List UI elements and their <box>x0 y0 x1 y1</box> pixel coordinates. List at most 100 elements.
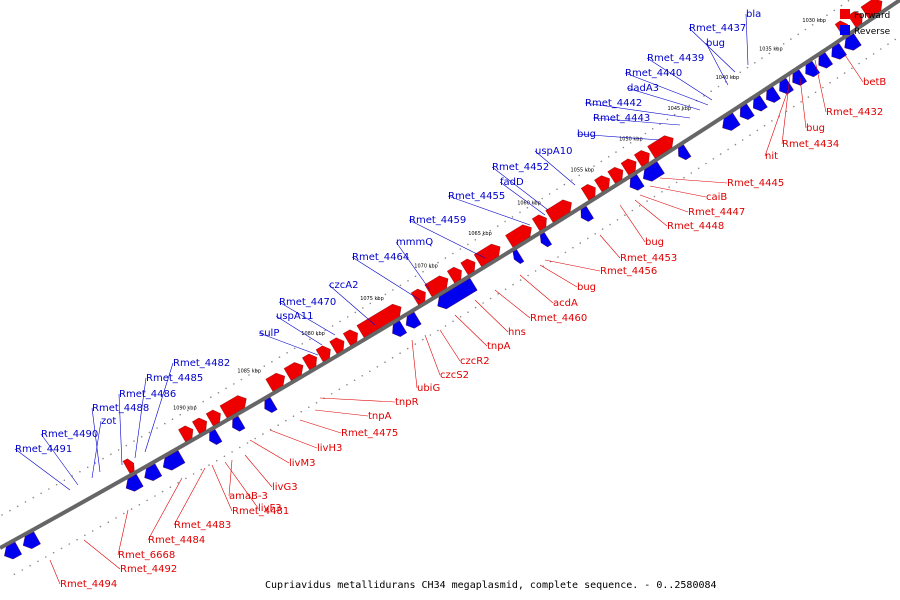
gene-label-forward[interactable]: Rmet_6668 <box>118 550 175 561</box>
gene-label-forward[interactable]: Rmet_4456 <box>600 266 657 277</box>
forward-gene-arrow[interactable] <box>315 345 331 363</box>
reverse-gene-arrow[interactable] <box>232 415 246 432</box>
gene-label-reverse[interactable]: bla <box>746 9 761 20</box>
gene-label-forward[interactable]: livM3 <box>289 458 315 469</box>
reverse-gene-arrow[interactable] <box>209 429 223 445</box>
reverse-gene-arrow[interactable] <box>264 397 278 413</box>
reverse-gene-arrow[interactable] <box>739 103 755 120</box>
forward-gene-arrow[interactable] <box>329 337 345 354</box>
reverse-gene-arrow[interactable] <box>818 52 834 69</box>
forward-gene-arrow[interactable] <box>473 243 501 267</box>
forward-gene-arrow[interactable] <box>356 303 402 338</box>
gene-label-reverse[interactable]: bug <box>706 38 725 49</box>
reverse-gene-arrow[interactable] <box>512 249 525 264</box>
gene-label-forward[interactable]: czcR2 <box>460 356 490 367</box>
gene-label-forward[interactable]: bug <box>645 237 664 248</box>
reverse-gene-arrow[interactable] <box>392 320 408 337</box>
gene-label-forward[interactable]: Rmet_4453 <box>620 253 677 264</box>
gene-label-reverse[interactable]: Rmet_4437 <box>689 23 746 34</box>
reverse-gene-arrow[interactable] <box>580 206 594 222</box>
reverse-gene-arrow[interactable] <box>629 174 645 191</box>
gene-label-forward[interactable]: tnpA <box>487 341 511 352</box>
gene-label-reverse[interactable]: Rmet_4443 <box>593 113 650 124</box>
reverse-gene-arrow[interactable] <box>405 311 422 329</box>
gene-label-reverse[interactable]: Rmet_4486 <box>119 389 176 400</box>
forward-gene-arrow[interactable] <box>580 184 596 201</box>
gene-label-reverse[interactable]: Rmet_4482 <box>173 358 230 369</box>
reverse-gene-arrow[interactable] <box>753 95 768 112</box>
gene-label-forward[interactable]: bug <box>806 123 825 134</box>
gene-label-reverse[interactable]: czcA2 <box>329 280 358 291</box>
reverse-gene-arrow[interactable] <box>162 450 186 471</box>
reverse-gene-arrow[interactable] <box>643 161 665 182</box>
reverse-gene-arrow[interactable] <box>144 463 163 481</box>
gene-label-forward[interactable]: Rmet_4481 <box>232 506 289 517</box>
gene-label-forward[interactable]: Rmet_4475 <box>341 428 398 439</box>
gene-label-forward[interactable]: livH3 <box>317 443 342 454</box>
gene-label-forward[interactable]: caiB <box>706 192 727 203</box>
forward-gene-arrow[interactable] <box>860 0 883 19</box>
reverse-gene-arrow[interactable] <box>722 112 741 131</box>
forward-gene-arrow[interactable] <box>460 258 476 276</box>
gene-label-reverse[interactable]: Rmet_4439 <box>647 53 704 64</box>
gene-label-forward[interactable]: Rmet_4492 <box>120 564 177 575</box>
reverse-gene-arrow[interactable] <box>539 232 553 248</box>
gene-label-forward[interactable]: acdA <box>553 298 578 309</box>
forward-gene-arrow[interactable] <box>192 417 207 435</box>
gene-label-forward[interactable]: Rmet_4432 <box>826 107 883 118</box>
gene-label-forward[interactable]: Rmet_4448 <box>667 221 724 232</box>
gene-label-reverse[interactable]: bug <box>577 129 596 140</box>
forward-gene-arrow[interactable] <box>265 372 285 392</box>
gene-label-reverse[interactable]: Rmet_4491 <box>15 444 72 455</box>
reverse-gene-arrow[interactable] <box>4 541 23 560</box>
reverse-gene-arrow[interactable] <box>437 277 478 310</box>
gene-label-forward[interactable]: nit <box>765 151 778 162</box>
reverse-gene-arrow[interactable] <box>678 144 692 161</box>
reverse-gene-arrow[interactable] <box>831 43 847 60</box>
forward-gene-arrow[interactable] <box>342 329 358 346</box>
gene-label-reverse[interactable]: Rmet_4452 <box>492 162 549 173</box>
forward-gene-arrow[interactable] <box>219 395 247 419</box>
gene-label-reverse[interactable]: dadA3 <box>627 83 659 94</box>
forward-gene-arrow[interactable] <box>647 135 674 159</box>
gene-label-reverse[interactable]: sulP <box>259 328 279 339</box>
reverse-gene-arrow[interactable] <box>844 33 862 51</box>
gene-label-reverse[interactable]: mmmQ <box>396 237 433 248</box>
gene-label-reverse[interactable]: zot <box>101 416 116 427</box>
forward-gene-arrow[interactable] <box>594 175 610 193</box>
forward-gene-arrow[interactable] <box>205 409 221 427</box>
gene-label-reverse[interactable]: uspA11 <box>276 311 313 322</box>
gene-label-forward[interactable]: bug <box>577 282 596 293</box>
gene-label-reverse[interactable]: Rmet_4442 <box>585 98 642 109</box>
forward-gene-arrow[interactable] <box>633 150 650 167</box>
forward-gene-arrow[interactable] <box>545 199 572 223</box>
reverse-gene-arrow[interactable] <box>805 60 821 78</box>
gene-label-reverse[interactable]: Rmet_4455 <box>448 191 505 202</box>
forward-gene-arrow[interactable] <box>446 266 462 284</box>
gene-label-forward[interactable]: Rmet_4434 <box>782 139 839 150</box>
forward-gene-arrow[interactable] <box>122 458 135 474</box>
gene-label-forward[interactable]: betB <box>863 77 886 88</box>
gene-label-reverse[interactable]: uspA10 <box>535 146 572 157</box>
gene-label-forward[interactable]: amaB-3 <box>229 491 268 502</box>
gene-label-reverse[interactable]: Rmet_4440 <box>625 68 682 79</box>
gene-label-forward[interactable]: Rmet_4460 <box>530 313 587 324</box>
gene-label-forward[interactable]: livG3 <box>272 482 298 493</box>
forward-gene-arrow[interactable] <box>302 353 317 371</box>
forward-gene-arrow[interactable] <box>424 275 449 297</box>
reverse-gene-arrow[interactable] <box>779 77 794 95</box>
reverse-gene-arrow[interactable] <box>22 531 41 549</box>
gene-label-reverse[interactable]: Rmet_4488 <box>92 403 149 414</box>
gene-label-forward[interactable]: tnpA <box>368 411 392 422</box>
gene-label-forward[interactable]: Rmet_4484 <box>148 535 205 546</box>
reverse-gene-arrow[interactable] <box>766 86 781 103</box>
forward-gene-arrow[interactable] <box>620 158 637 176</box>
forward-gene-arrow[interactable] <box>607 167 624 184</box>
gene-label-reverse[interactable]: Rmet_4490 <box>41 429 98 440</box>
gene-label-reverse[interactable]: Rmet_4464 <box>352 252 409 263</box>
gene-label-forward[interactable]: ubiG <box>417 383 440 394</box>
gene-label-forward[interactable]: livF3 <box>258 503 282 514</box>
gene-label-forward[interactable]: Rmet_4494 <box>60 579 117 590</box>
gene-label-forward[interactable]: czcS2 <box>440 370 469 381</box>
gene-label-reverse[interactable]: fadD <box>500 177 524 188</box>
